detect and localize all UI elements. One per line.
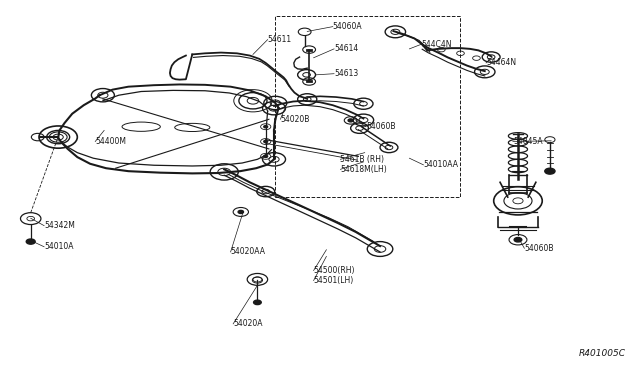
Text: 54400M: 54400M (95, 137, 126, 146)
Circle shape (26, 239, 35, 244)
Text: 54010AA: 54010AA (424, 160, 458, 169)
Circle shape (348, 119, 353, 122)
Text: 54618M(LH): 54618M(LH) (340, 165, 387, 174)
Text: 544C4N: 544C4N (421, 40, 451, 49)
Text: 54060B: 54060B (366, 122, 396, 131)
Text: 5461B (RH): 5461B (RH) (340, 155, 385, 164)
Text: 54342M: 54342M (44, 221, 75, 230)
Circle shape (264, 155, 268, 157)
Text: 54045A: 54045A (513, 137, 543, 146)
Text: 54060B: 54060B (524, 244, 554, 253)
Text: 54464N: 54464N (486, 58, 516, 67)
Circle shape (238, 211, 243, 214)
Circle shape (514, 237, 522, 242)
Text: 54613: 54613 (334, 69, 358, 78)
Circle shape (264, 126, 268, 128)
Circle shape (545, 168, 555, 174)
Text: 54020A: 54020A (233, 320, 262, 328)
Text: 54501(LH): 54501(LH) (314, 276, 354, 285)
Text: 54500(RH): 54500(RH) (314, 266, 355, 275)
Text: 54614: 54614 (334, 44, 358, 53)
Text: 54020AA: 54020AA (230, 247, 266, 256)
Text: 54020B: 54020B (280, 115, 310, 124)
Circle shape (253, 300, 261, 305)
Circle shape (264, 140, 268, 142)
Text: R401005C: R401005C (579, 349, 625, 358)
Text: 54010A: 54010A (44, 242, 74, 251)
Text: 54060A: 54060A (333, 22, 362, 31)
Text: 54611: 54611 (268, 35, 292, 44)
